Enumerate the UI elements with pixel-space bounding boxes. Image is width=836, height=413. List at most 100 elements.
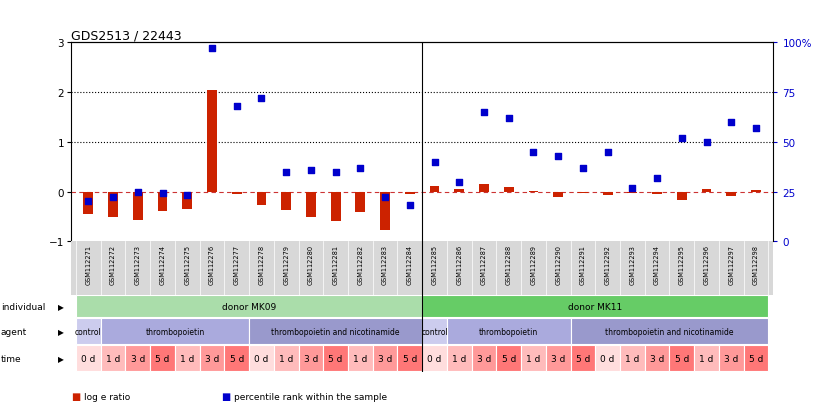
Point — [403, 203, 416, 209]
Bar — [355, 192, 365, 213]
Bar — [726, 192, 737, 197]
Bar — [570, 345, 595, 371]
Text: GDS2513 / 22443: GDS2513 / 22443 — [71, 29, 181, 42]
Point — [625, 185, 639, 191]
Bar — [76, 345, 100, 371]
Text: 5 d: 5 d — [403, 354, 417, 363]
Bar — [479, 185, 489, 192]
Point — [576, 165, 589, 171]
Text: 1 d: 1 d — [180, 354, 195, 363]
Text: 5 d: 5 d — [675, 354, 689, 363]
Text: 3 d: 3 d — [724, 354, 738, 363]
Bar — [546, 345, 570, 371]
Point — [255, 95, 268, 102]
Bar — [422, 345, 447, 371]
Bar — [553, 192, 563, 198]
Bar — [207, 90, 217, 192]
Point — [379, 195, 392, 201]
Text: individual: individual — [1, 302, 45, 311]
Text: 0 d: 0 d — [600, 354, 614, 363]
Point — [675, 135, 689, 142]
Bar — [627, 192, 637, 193]
Bar — [719, 345, 744, 371]
Text: thrombopoietin and nicotinamide: thrombopoietin and nicotinamide — [272, 327, 400, 336]
Text: 3 d: 3 d — [477, 354, 492, 363]
Bar — [701, 190, 711, 192]
Text: GSM112286: GSM112286 — [456, 244, 462, 284]
Bar — [397, 345, 422, 371]
Text: GSM112295: GSM112295 — [679, 244, 685, 284]
Bar — [405, 192, 415, 195]
Point — [552, 153, 565, 160]
Point — [155, 191, 169, 197]
Text: 1 d: 1 d — [353, 354, 368, 363]
Text: GSM112297: GSM112297 — [728, 244, 734, 284]
Text: GSM112298: GSM112298 — [753, 244, 759, 284]
Point — [749, 125, 762, 132]
Point — [452, 179, 466, 185]
Bar — [158, 192, 167, 212]
Bar — [306, 192, 316, 218]
Text: donor MK11: donor MK11 — [568, 302, 622, 311]
Text: GSM112273: GSM112273 — [135, 244, 140, 284]
Point — [527, 149, 540, 156]
Point — [725, 119, 738, 126]
Text: 3 d: 3 d — [551, 354, 565, 363]
Bar — [125, 345, 150, 371]
Text: 0 d: 0 d — [81, 354, 95, 363]
Bar — [504, 187, 513, 192]
Text: thrombopoietin: thrombopoietin — [145, 327, 205, 336]
Text: 0 d: 0 d — [254, 354, 268, 363]
Point — [329, 169, 342, 176]
Bar — [249, 318, 422, 344]
Text: GSM112283: GSM112283 — [382, 244, 388, 284]
Text: GSM112288: GSM112288 — [506, 244, 512, 284]
Bar — [447, 345, 472, 371]
Text: GSM112281: GSM112281 — [333, 244, 339, 284]
Point — [428, 159, 441, 166]
Text: 5 d: 5 d — [502, 354, 516, 363]
Point — [82, 199, 95, 205]
Bar — [76, 318, 100, 344]
Bar — [182, 192, 192, 209]
Bar — [348, 345, 373, 371]
Text: GSM112289: GSM112289 — [531, 244, 537, 284]
Text: 3 d: 3 d — [205, 354, 219, 363]
Bar — [652, 192, 662, 195]
Bar — [298, 345, 324, 371]
Text: 5 d: 5 d — [576, 354, 590, 363]
Bar — [497, 345, 521, 371]
Text: ▶: ▶ — [58, 302, 64, 311]
Text: GSM112294: GSM112294 — [654, 244, 660, 284]
Text: GSM112293: GSM112293 — [630, 244, 635, 284]
Text: GSM112290: GSM112290 — [555, 244, 561, 284]
Text: 3 d: 3 d — [378, 354, 392, 363]
Bar — [224, 345, 249, 371]
Bar — [595, 345, 620, 371]
Text: 1 d: 1 d — [452, 354, 466, 363]
Bar — [521, 345, 546, 371]
Text: GSM112275: GSM112275 — [184, 244, 191, 284]
Text: GSM112282: GSM112282 — [357, 244, 364, 284]
Text: GSM112277: GSM112277 — [234, 244, 240, 284]
Bar — [744, 345, 768, 371]
Text: time: time — [1, 354, 22, 363]
Text: GSM112279: GSM112279 — [283, 244, 289, 284]
Bar — [677, 192, 686, 201]
Bar — [281, 192, 291, 211]
Bar — [570, 318, 768, 344]
Text: control: control — [75, 327, 102, 336]
Bar — [175, 345, 200, 371]
Text: GSM112285: GSM112285 — [431, 244, 437, 284]
Point — [206, 46, 219, 52]
Text: 3 d: 3 d — [130, 354, 145, 363]
Text: GSM112274: GSM112274 — [160, 244, 166, 284]
Text: ■: ■ — [222, 392, 231, 401]
Text: 1 d: 1 d — [700, 354, 714, 363]
Text: ▶: ▶ — [58, 327, 64, 336]
Text: thrombopoietin: thrombopoietin — [479, 327, 538, 336]
Bar — [331, 192, 340, 222]
Bar — [751, 190, 761, 192]
Bar — [324, 345, 348, 371]
Bar — [257, 192, 267, 206]
